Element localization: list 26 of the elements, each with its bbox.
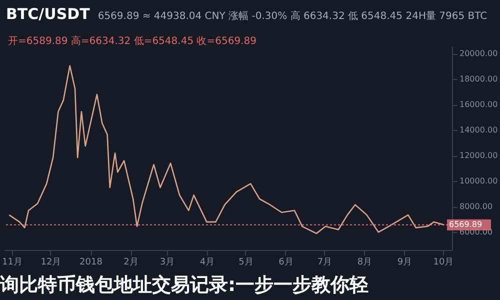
y-tick-label: 12000.00 (460, 151, 498, 160)
x-tick-label: 12月 (40, 258, 62, 268)
ref-line-label: 6569.89 (449, 220, 482, 229)
y-tick-label: 18000.00 (460, 74, 498, 84)
x-tick-label: 8月 (357, 258, 372, 268)
x-tick-label: 9月 (397, 258, 412, 268)
line-series (8, 65, 445, 234)
y-tick-label: 8000.00 (460, 202, 493, 212)
y-tick-label: 10000.00 (460, 176, 498, 186)
y-tick-label: 14000.00 (460, 126, 498, 135)
x-tick-label: 3月 (160, 258, 175, 268)
annotation: 开=6589.89 高=6634.32 低=6548.45 收=6569.89 (8, 34, 256, 48)
x-tick-label: 11月 (2, 258, 22, 268)
chart-title: BTC/USDT (6, 5, 90, 23)
x-tick-label: 6月 (278, 258, 294, 268)
x-tick-label: 4月 (200, 258, 215, 268)
x-tick-label: 10月 (433, 258, 454, 268)
x-tick-label: 5月 (238, 258, 254, 268)
text: 询比特币钱包地址交易记录:一步一步教你轻 (0, 273, 370, 298)
y-tick-label: 20000.00 (460, 49, 498, 58)
y-tick-label: 16000.00 (460, 100, 498, 110)
x-tick-label: 2018 (80, 258, 103, 268)
x-tick-label: 2月 (124, 258, 138, 268)
x-tick-label: 7月 (317, 258, 332, 268)
chart-subtitle: 6569.89 ≈ 44938.04 CNY 涨幅 -0.30% 高 6634.32 低 6548.45 24H量 7965 BTC (98, 11, 488, 22)
y-tick-label: 6000.00 (460, 228, 493, 237)
